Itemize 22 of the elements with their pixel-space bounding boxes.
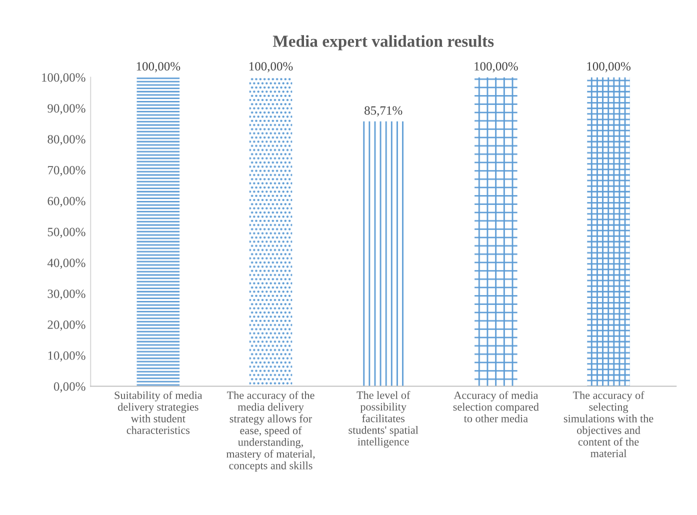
chart-title: Media expert validation results [272, 35, 494, 50]
y-tick-label: 40,00% [47, 258, 86, 269]
y-tick-label: 50,00% [48, 228, 86, 238]
y-tick-label: 10,00% [48, 351, 86, 362]
data-label: 100,00% [249, 62, 293, 72]
x-tick-label: The accuracy of the media delivery strategy allows for ease, speed of understanding, mastery of material, concepts and skills [226, 391, 315, 472]
y-tick-label: 60,00% [48, 196, 86, 208]
y-tick-label: 90,00% [48, 104, 86, 114]
y-tick-label: 30,00% [48, 290, 86, 300]
y-tick-label: 100,00% [42, 73, 86, 84]
y-tick-label: 0,00% [54, 382, 86, 393]
data-label: 100,00% [587, 62, 630, 72]
data-label: 100,00% [474, 62, 518, 72]
data-label: 100,00% [136, 62, 180, 72]
x-tick-label: The level of possibility facilitates students' spatial intelligence [348, 391, 418, 448]
y-tick-label: 20,00% [48, 320, 86, 331]
data-label: 85,71% [364, 106, 402, 116]
x-tick-label: Suitability of media delivery strategies with student characteristics [114, 391, 202, 434]
x-tick-label: The accuracy of selecting simulations with the objectives and content of the material [564, 391, 654, 458]
y-tick-label: 80,00% [48, 135, 86, 146]
x-tick-label: Accuracy of media selection compared to other media [453, 391, 539, 422]
y-tick-label: 70,00% [48, 166, 86, 176]
